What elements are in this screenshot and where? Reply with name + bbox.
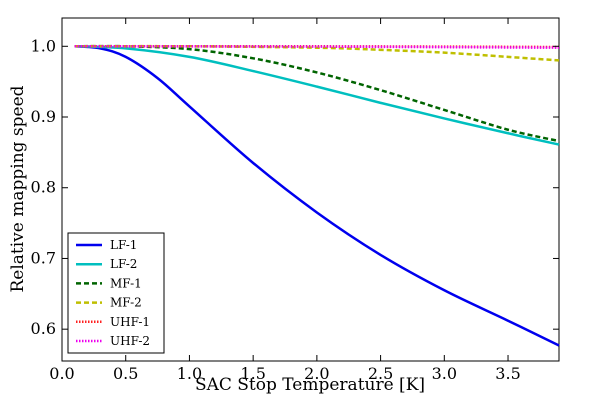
series-line-uhf-2: [74, 45, 560, 49]
y-axis-label: Relative mapping speed: [8, 85, 28, 292]
x-tick-label: 0.0: [49, 364, 74, 383]
x-tick-label: 2.5: [368, 364, 393, 383]
x-tick-label: 2.0: [304, 364, 329, 383]
series-line-lf-1: [74, 45, 560, 347]
legend-label-mf-2: MF-2: [110, 296, 142, 310]
tick-layer: 0.0 0.5 1.0 1.5 2.0 2.5 3.0 3.5 0.6 0.7 0.8 0.9 1.0: [31, 18, 559, 383]
y-tick-label: 0.6: [31, 319, 56, 338]
y-tick-label: 0.8: [31, 178, 56, 197]
series-layer: [74, 44, 560, 347]
y-tick-label: 0.7: [31, 248, 56, 267]
legend-label-mf-1: MF-1: [110, 276, 142, 290]
x-tick-label: 3.5: [495, 364, 520, 383]
y-tick-label: 0.9: [31, 107, 56, 126]
y-tick-label: 1.0: [31, 36, 56, 55]
x-tick-label: 1.5: [240, 364, 265, 383]
x-tick-label: 1.0: [177, 364, 202, 383]
legend-label-lf-1: LF-1: [110, 238, 137, 252]
x-axis-label: SAC Stop Temperature [K]: [195, 375, 425, 395]
series-line-lf-2: [74, 45, 560, 146]
legend-box: [67, 232, 165, 354]
legend-label-uhf-1: UHF-1: [110, 315, 150, 329]
x-tick-label: 3.0: [432, 364, 457, 383]
legend-label-uhf-2: UHF-2: [110, 334, 150, 348]
legend: LF-1 LF-2 MF-1 MF-2 UHF-1 UHF-2: [67, 232, 165, 354]
legend-label-lf-2: LF-2: [110, 257, 137, 271]
x-tick-label: 0.5: [113, 364, 138, 383]
